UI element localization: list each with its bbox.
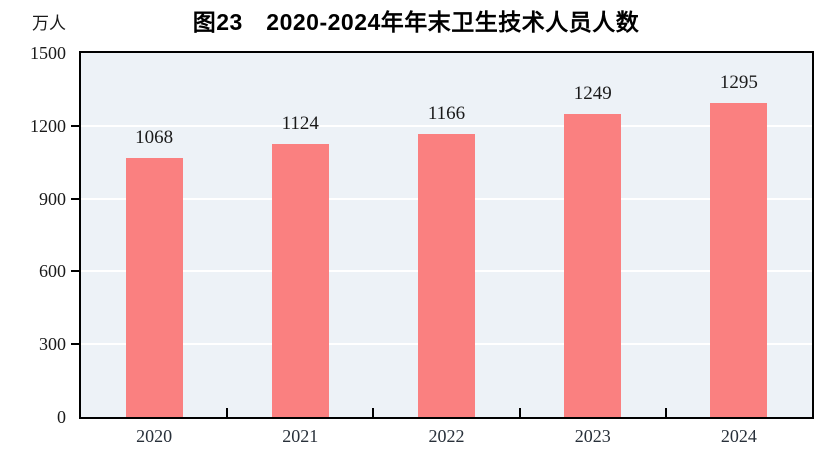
y-axis-tick-label: 600 [39,261,66,282]
bar-value-label: 1124 [281,113,319,135]
bar-value-label: 1295 [719,71,758,93]
y-axis-tick-label: 1500 [30,43,66,63]
bar-value-label: 1068 [135,126,174,148]
y-axis-tick-label: 300 [39,334,66,355]
y-axis-tick-label: 900 [39,188,66,209]
x-axis-tick [518,408,521,417]
bar [125,157,183,417]
x-axis-tick [226,408,229,417]
bar-value-label: 1249 [573,82,612,104]
bar [271,144,329,417]
bar [710,102,768,417]
plot-inner [81,53,812,417]
x-axis-tick-label: 2024 [720,426,757,446]
bar [418,134,475,417]
y-axis-tick [71,270,79,273]
bar-value-label: 1166 [427,103,466,125]
gridline [81,124,812,127]
bar [564,113,622,417]
x-axis-tick-label: 2020 [136,426,173,446]
x-axis-tick [664,408,667,417]
y-axis-tick [71,343,79,346]
plot-area [79,51,814,419]
x-axis-tick-label: 2021 [282,426,319,446]
x-axis-tick-label: 2022 [428,426,465,446]
x-axis-tick [372,408,375,417]
y-axis-tick [71,124,79,127]
chart-title: 图23 2020-2024年年末卫生技术人员人数 [192,9,640,35]
y-axis-tick-label: 1200 [30,115,66,136]
y-axis-tick-label: 0 [57,407,66,427]
y-axis-tick [71,197,79,200]
x-axis-tick-label: 2023 [574,426,611,446]
y-axis-unit-label: 万人 [32,14,66,33]
